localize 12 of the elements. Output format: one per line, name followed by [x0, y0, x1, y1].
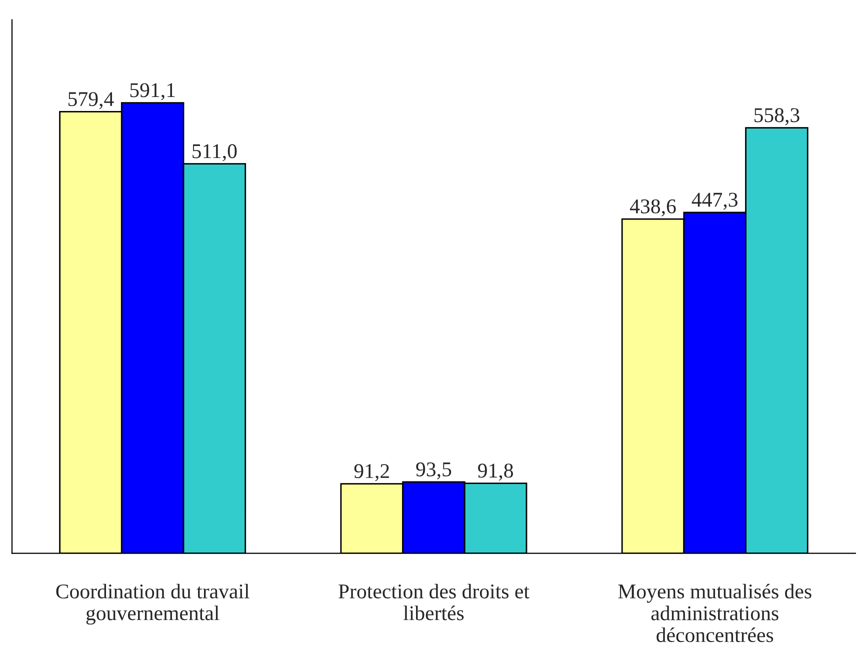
- data-label: 591,1: [130, 83, 175, 100]
- data-label: 438,6: [630, 199, 676, 216]
- data-label: 91,8: [478, 464, 514, 481]
- data-label: 447,3: [692, 192, 738, 210]
- data-label: 511,0: [192, 144, 237, 162]
- x-tick-label: Protection des droits et libertés: [338, 584, 530, 620]
- data-label: 91,2: [354, 464, 389, 482]
- x-tick-label: Coordination du travail gouvernemental: [56, 584, 250, 625]
- x-tick-label: Moyens mutualisés des administrations déconcentrées: [618, 584, 812, 642]
- data-label: 579,4: [68, 92, 114, 110]
- data-label: 93,5: [416, 462, 452, 480]
- data-label: 558,3: [754, 108, 800, 126]
